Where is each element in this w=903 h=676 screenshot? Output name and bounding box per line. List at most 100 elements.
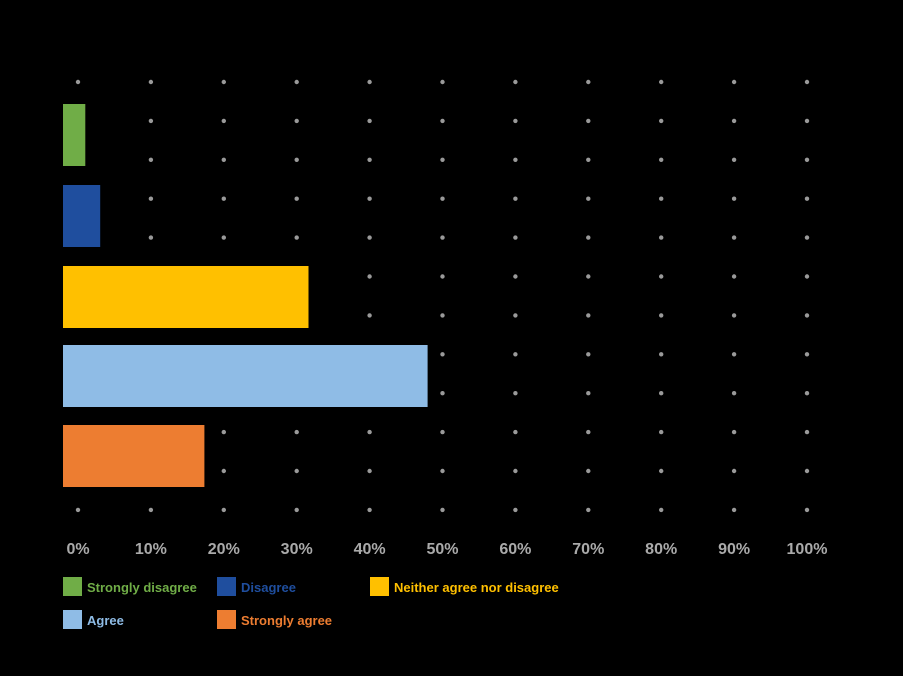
x-tick-label: 100% bbox=[787, 541, 828, 558]
grid-dot bbox=[148, 79, 154, 85]
x-tick-label: 90% bbox=[718, 541, 750, 558]
x-tick-label: 0% bbox=[66, 541, 89, 558]
grid-dot bbox=[440, 274, 445, 279]
legend-swatch-agree bbox=[63, 610, 82, 629]
grid-dot bbox=[294, 235, 299, 240]
grid-dot bbox=[367, 118, 372, 124]
grid-dot bbox=[586, 196, 591, 201]
grid-dot bbox=[731, 157, 737, 162]
grid-dot bbox=[804, 274, 810, 279]
grid-dot bbox=[367, 157, 372, 162]
x-tick-label: 60% bbox=[499, 541, 531, 558]
x-tick-label: 80% bbox=[645, 541, 677, 558]
grid-dot bbox=[659, 468, 664, 474]
grid-dot bbox=[659, 313, 664, 318]
grid-dot bbox=[513, 429, 518, 435]
grid-dot bbox=[731, 274, 737, 279]
grid-dot bbox=[659, 507, 664, 513]
grid-dot bbox=[513, 79, 518, 85]
grid-dot bbox=[367, 79, 372, 85]
grid-dot bbox=[440, 196, 445, 201]
grid-dot bbox=[221, 157, 226, 162]
grid-dot bbox=[513, 196, 518, 201]
x-tick-label: 10% bbox=[135, 541, 167, 558]
grid-dot bbox=[586, 79, 591, 85]
grid-dot bbox=[367, 196, 372, 201]
grid-dot bbox=[731, 79, 737, 85]
grid-dot bbox=[367, 507, 372, 513]
grid-dot bbox=[659, 118, 664, 124]
grid-dot bbox=[148, 507, 154, 513]
grid-dot bbox=[513, 313, 518, 318]
grid-dot bbox=[731, 313, 737, 318]
grid-dot bbox=[221, 507, 226, 513]
grid-dot bbox=[440, 391, 445, 396]
grid-dot bbox=[731, 391, 737, 396]
grid-dot bbox=[148, 235, 154, 240]
x-axis-tick-labels: 0% 10% 20% 30% 40% 50% 60% 70% 80% 90% 100% bbox=[66, 541, 827, 558]
grid-dot bbox=[731, 196, 737, 201]
grid-dot bbox=[586, 391, 591, 396]
grid-dot bbox=[731, 352, 737, 357]
legend: Strongly disagree Disagree Neither agree n… bbox=[63, 577, 559, 629]
grid-dot bbox=[804, 313, 810, 318]
grid-dot bbox=[659, 429, 664, 435]
bar-neither-agree-nor-disagree bbox=[63, 266, 309, 328]
grid-dot bbox=[513, 391, 518, 396]
grid-dot bbox=[804, 468, 810, 474]
grid-dot bbox=[221, 118, 226, 124]
grid-dot bbox=[731, 235, 737, 240]
bar-strongly-agree bbox=[63, 425, 205, 487]
grid-dot bbox=[804, 79, 810, 85]
grid-dot bbox=[221, 468, 226, 474]
grid-dot bbox=[513, 235, 518, 240]
legend-label-neither-agree-nor-disagree: Neither agree nor disagree bbox=[394, 580, 559, 595]
grid-dot bbox=[586, 352, 591, 357]
grid-dot bbox=[367, 468, 372, 474]
grid-dot bbox=[294, 429, 299, 435]
bars bbox=[63, 104, 428, 487]
grid-dot bbox=[294, 79, 299, 85]
grid-dot bbox=[440, 79, 445, 85]
grid-dot bbox=[294, 507, 299, 513]
grid-dot bbox=[586, 274, 591, 279]
grid-dot bbox=[221, 79, 226, 85]
grid-dot bbox=[440, 352, 445, 357]
grid-dot bbox=[659, 79, 664, 85]
grid-dot bbox=[440, 313, 445, 318]
legend-label-strongly-disagree: Strongly disagree bbox=[87, 580, 197, 595]
grid-dot bbox=[221, 196, 226, 201]
grid-dot bbox=[440, 235, 445, 240]
legend-label-strongly-agree: Strongly agree bbox=[241, 613, 332, 628]
x-tick-label: 30% bbox=[281, 541, 313, 558]
grid-dot bbox=[440, 429, 445, 435]
x-tick-label: 40% bbox=[354, 541, 386, 558]
grid-dot bbox=[513, 157, 518, 162]
grid-dot bbox=[440, 118, 445, 124]
grid-dot bbox=[804, 118, 810, 124]
grid-dot bbox=[804, 196, 810, 201]
grid-dot bbox=[659, 235, 664, 240]
grid-dot bbox=[586, 429, 591, 435]
grid-dot bbox=[731, 429, 737, 435]
legend-swatch-strongly-disagree bbox=[63, 577, 82, 596]
bar-agree bbox=[63, 345, 428, 407]
grid-dot bbox=[294, 196, 299, 201]
grid-dot bbox=[440, 468, 445, 474]
grid-dot bbox=[659, 274, 664, 279]
grid-dot bbox=[221, 429, 226, 435]
grid-dot bbox=[659, 157, 664, 162]
grid-dot bbox=[367, 313, 372, 318]
bar-disagree bbox=[63, 185, 101, 247]
grid-dot bbox=[367, 274, 372, 279]
grid-dot bbox=[367, 429, 372, 435]
grid-dot bbox=[75, 507, 81, 513]
grid-dot bbox=[513, 507, 518, 513]
grid-dot bbox=[221, 235, 226, 240]
grid-dot bbox=[148, 118, 154, 124]
legend-swatch-disagree bbox=[217, 577, 236, 596]
grid-dot bbox=[659, 196, 664, 201]
legend-swatch-neither-agree-nor-disagree bbox=[370, 577, 389, 596]
